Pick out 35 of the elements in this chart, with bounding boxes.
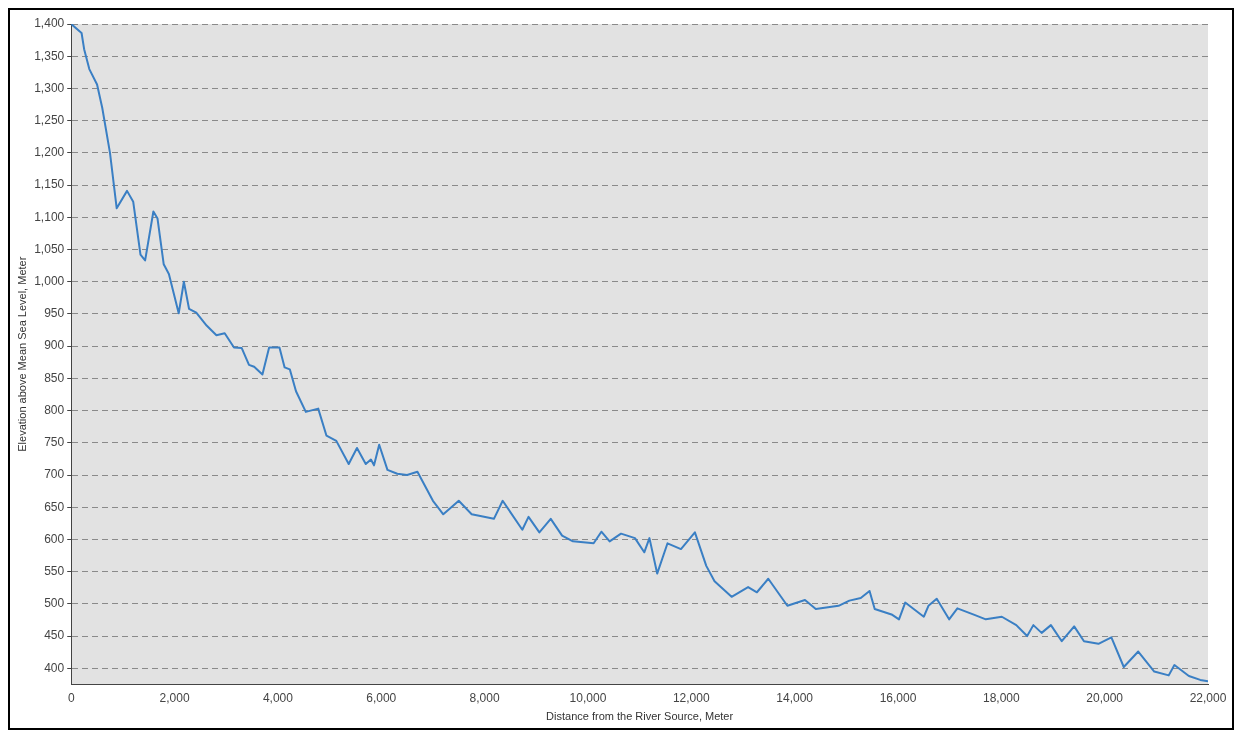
x-tick-label: 4,000: [262, 690, 294, 705]
x-tick-label: 12,000: [672, 690, 710, 705]
y-tick-label: 850: [44, 370, 65, 385]
y-tick-label: 1,400: [34, 16, 65, 31]
x-tick-label: 20,000: [1086, 690, 1124, 705]
x-tick-label: 2,000: [159, 690, 190, 705]
x-tick-label: 10,000: [569, 690, 607, 705]
y-tick-label: 1,050: [34, 241, 65, 256]
y-tick-label: 450: [44, 628, 65, 643]
y-tick-label: 650: [44, 499, 65, 514]
x-tick-label: 18,000: [982, 690, 1020, 705]
y-tick-label: 500: [44, 596, 65, 611]
x-axis-title: Distance from the River Source, Meter: [546, 710, 734, 723]
y-tick-label: 550: [44, 563, 65, 578]
y-tick-label: 1,100: [34, 209, 65, 224]
y-tick-label: 1,150: [34, 177, 65, 192]
y-tick-label: 400: [44, 660, 65, 675]
y-tick-label: 800: [44, 402, 65, 417]
y-tick-label: 750: [44, 435, 65, 450]
y-tick-label: 1,200: [34, 145, 65, 160]
y-tick-label: 950: [44, 306, 65, 321]
x-tick-label: 14,000: [776, 690, 814, 705]
y-tick-label: 1,350: [34, 48, 65, 63]
y-tick-label: 1,250: [34, 112, 65, 127]
y-axis-title: Elevation above Mean Sea Level, Meter: [15, 256, 28, 452]
y-tick-label: 600: [44, 531, 65, 546]
x-tick-label: 0: [67, 690, 75, 705]
x-tick-label: 8,000: [469, 690, 500, 705]
y-tick-label: 700: [44, 467, 65, 482]
y-tick-label: 1,000: [34, 274, 65, 289]
y-tick-label: 1,300: [34, 80, 65, 95]
y-tick-label: 900: [44, 338, 65, 353]
x-tick-label: 16,000: [879, 690, 917, 705]
x-tick-label: 6,000: [366, 690, 397, 705]
x-tick-label: 22,000: [1189, 690, 1227, 705]
